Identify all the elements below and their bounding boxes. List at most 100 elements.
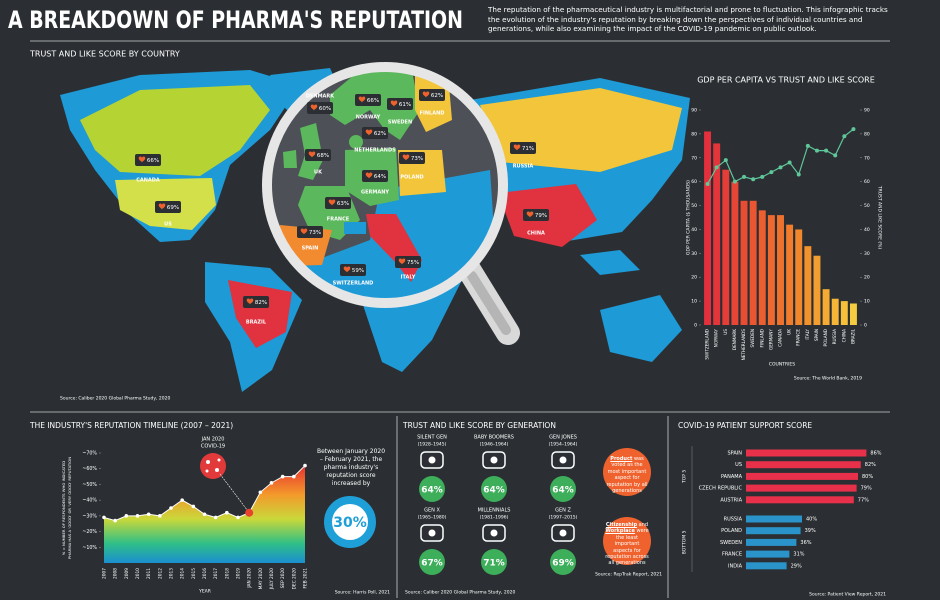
generation-icon [482, 451, 506, 469]
x-tick-label: UK [787, 329, 792, 335]
x-tick-label: 2007 [102, 568, 108, 579]
generation-icon [420, 451, 444, 469]
x-tick-label: SPAIN [814, 329, 819, 341]
switzerland [344, 222, 366, 234]
reputation-point [236, 515, 240, 520]
generation-score: 64% [552, 486, 574, 496]
bar [849, 303, 857, 325]
annotation-leader [219, 473, 250, 513]
trust-point [778, 165, 783, 170]
bar [746, 449, 867, 457]
heart-icon [513, 144, 521, 151]
x-tick-label: 2008 [113, 568, 119, 579]
heart-icon [526, 211, 534, 218]
y2-tick-label: 0 [864, 323, 867, 329]
x-tick-label: 2013 [169, 568, 175, 579]
bar [746, 461, 861, 469]
bar [758, 210, 766, 325]
country-score: 60% [319, 106, 331, 112]
generation-source: Source: RepTrak Report, 2021 [595, 572, 662, 578]
y-axis-label: PHARMA HAS A 'GOOD' OR 'VERY GOOD' REPUT… [67, 457, 72, 559]
generation-icon-detail [428, 456, 436, 464]
generation-icon-detail [490, 456, 498, 464]
value-label: 77% [858, 497, 869, 503]
bar [767, 215, 775, 325]
trust-point [732, 179, 737, 184]
country-score: 59% [352, 268, 364, 274]
country-name: SWITZERLAND [333, 281, 374, 287]
reputation-point [135, 514, 140, 518]
country-score: 69% [167, 205, 179, 211]
generation-years: (1981–1996) [480, 515, 509, 521]
generation-icon [420, 524, 444, 542]
value-label: 82% [865, 462, 876, 468]
denmark [349, 135, 363, 149]
category-label: SPAIN [727, 451, 742, 457]
note-text: were the least important aspects for rep… [605, 528, 649, 567]
y-axis-label: GDP PER CAPITA ($ THOUSANDS) [686, 180, 692, 255]
generation-name: GEN JONES [549, 435, 577, 441]
category-label: PANAMA [721, 474, 743, 480]
value-label: 80% [862, 474, 873, 480]
reputation-point [124, 514, 129, 518]
country-name: DENMARK [306, 94, 335, 100]
bar [740, 200, 748, 325]
x-tick-label: 2018 [224, 568, 230, 579]
heart-icon [422, 91, 430, 98]
x-tick-label: CANADA [778, 329, 783, 347]
trust-point [769, 170, 774, 175]
y-tick-label: ~40% [82, 498, 97, 504]
reputation-point [169, 506, 173, 510]
x-tick-label: US [723, 329, 728, 335]
note-emphasis: Citizenship [605, 522, 638, 528]
score-circle [419, 476, 445, 502]
note-text: was voted as the most important aspect f… [606, 456, 648, 495]
x-tick-label: POLAND [823, 329, 828, 346]
note: Product was voted as the most important … [605, 456, 649, 494]
reputation-point [191, 504, 196, 509]
bar [813, 255, 821, 325]
y-tick-label: 20 [691, 275, 697, 281]
reputation-point [213, 515, 218, 520]
country-name: FRANCE [327, 217, 350, 223]
virus-dot [206, 460, 210, 464]
bar [746, 550, 790, 558]
gdp-title: GDP PER CAPITA VS TRUST AND LIKE SCORE [697, 76, 875, 85]
reputation-point [102, 515, 106, 520]
bar [746, 496, 854, 504]
generation-icon [551, 524, 575, 542]
y2-tick-label: 90 [864, 108, 870, 114]
note-text: and [638, 522, 649, 528]
country-score: 82% [255, 300, 267, 306]
country-name: NORWAY [356, 115, 381, 121]
magnifier [262, 62, 520, 345]
gdp-source: Source: The World Bank, 2019 [794, 376, 862, 382]
value-label: 31% [793, 552, 804, 558]
x-tick-label: GERMANY [768, 329, 773, 350]
reputation-point [245, 508, 254, 517]
heart-icon [246, 298, 254, 305]
x-tick-label: 2016 [202, 568, 208, 579]
x-tick-label: BRAZIL [850, 328, 855, 344]
generation-name: SILENT GEN [417, 435, 447, 441]
generation-score: 64% [483, 486, 505, 496]
country-name: CANADA [136, 178, 160, 184]
x-tick-label: 2009 [124, 568, 130, 579]
generation-icon [482, 524, 506, 542]
country-name: CHINA [527, 231, 545, 237]
donut [324, 496, 376, 548]
generation-icon [551, 451, 575, 469]
x-tick-label: FRANCE [796, 329, 801, 346]
y2-tick-label: 40 [864, 227, 870, 233]
y2-tick-label: 70 [864, 155, 870, 161]
category-label: FRANCE [722, 552, 742, 558]
value-label: 79% [861, 486, 872, 492]
reputation-point [113, 518, 117, 523]
covid-source: Source: Patient View Report, 2021 [809, 592, 886, 598]
y2-axis-label: TRUST AND LIKE SCORE (%) [877, 185, 883, 250]
heart-icon [390, 100, 398, 107]
note-circle [603, 517, 651, 565]
bar [795, 229, 803, 325]
value-label: 39% [805, 528, 816, 534]
